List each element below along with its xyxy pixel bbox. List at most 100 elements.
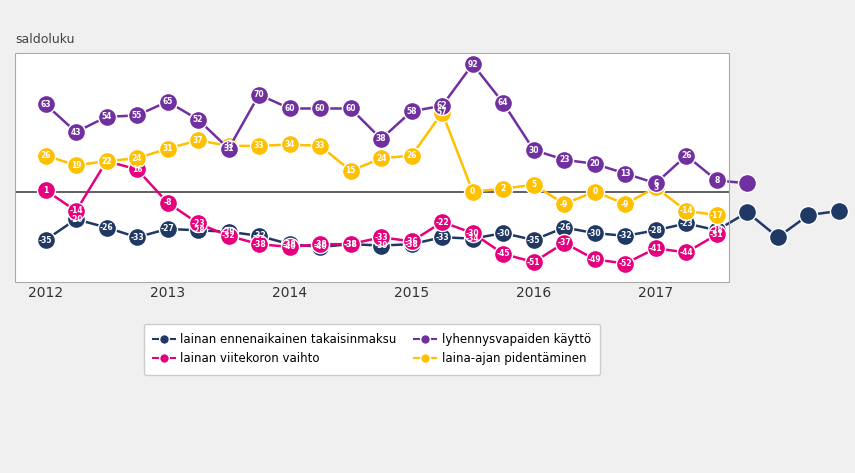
Text: 52: 52 [193, 115, 203, 124]
Text: -20: -20 [69, 215, 83, 224]
Text: 58: 58 [406, 107, 417, 116]
Text: -37: -37 [557, 238, 571, 247]
lainan viitekoron vaihto [162, 200, 173, 205]
lainan ennenaikainen takaisinmaksu [742, 210, 752, 215]
Text: -23: -23 [680, 219, 693, 228]
Text: -17: -17 [0, 472, 1, 473]
lainan viitekoron vaihto [376, 235, 386, 240]
lainan viitekoron vaihto [71, 208, 81, 214]
lainan ennenaikainen takaisinmaksu [834, 208, 844, 214]
Text: 43: 43 [71, 128, 81, 137]
Text: -36: -36 [405, 237, 418, 246]
Text: -51: -51 [527, 258, 540, 267]
lyhennysvapaiden käyttö [407, 108, 417, 114]
lainan viitekoron vaihto [285, 244, 295, 250]
Text: 13: 13 [620, 169, 630, 178]
laina-ajan pidentäminen [40, 153, 50, 158]
lainan ennenaikainen takaisinmaksu [498, 230, 509, 236]
laina-ajan pidentäminen [254, 143, 264, 149]
Text: 0: 0 [470, 187, 475, 196]
lainan ennenaikainen takaisinmaksu [254, 233, 264, 239]
Text: 3: 3 [653, 183, 658, 192]
lainan viitekoron vaihto [223, 233, 233, 239]
lyhennysvapaiden käyttö [193, 117, 203, 123]
lainan ennenaikainen takaisinmaksu [468, 236, 478, 241]
Text: -14: -14 [69, 206, 83, 215]
Text: -9: -9 [621, 200, 629, 209]
lainan ennenaikainen takaisinmaksu [315, 244, 325, 250]
Text: -14: -14 [0, 472, 1, 473]
Text: 20: 20 [589, 159, 600, 168]
lainan ennenaikainen takaisinmaksu [437, 235, 447, 240]
Text: -40: -40 [313, 243, 327, 252]
Text: -28: -28 [192, 226, 205, 235]
Text: 38: 38 [376, 134, 386, 143]
lainan viitekoron vaihto [528, 259, 539, 265]
lainan viitekoron vaihto [681, 250, 692, 255]
Text: 15: 15 [345, 166, 356, 175]
Text: 33: 33 [223, 141, 234, 150]
laina-ajan pidentäminen [681, 208, 692, 214]
Line: lainan viitekoron vaihto: lainan viitekoron vaihto [37, 152, 726, 272]
Text: -45: -45 [497, 249, 510, 258]
laina-ajan pidentäminen [590, 189, 600, 194]
Text: -41: -41 [649, 244, 663, 253]
Text: -26: -26 [557, 223, 571, 232]
Text: saldoluku: saldoluku [15, 33, 74, 46]
Text: -8: -8 [163, 198, 172, 207]
laina-ajan pidentäminen [498, 186, 509, 192]
Text: -34: -34 [466, 234, 480, 243]
Text: 65: 65 [162, 97, 173, 106]
Text: -38: -38 [283, 240, 297, 249]
lainan ennenaikainen takaisinmaksu [102, 225, 112, 230]
lyhennysvapaiden käyttö [528, 147, 539, 153]
lainan ennenaikainen takaisinmaksu [193, 228, 203, 233]
lainan ennenaikainen takaisinmaksu [132, 235, 142, 240]
Text: 55: 55 [132, 111, 142, 120]
Text: 2: 2 [500, 184, 506, 193]
Text: -15: -15 [0, 472, 1, 473]
lainan viitekoron vaihto [559, 240, 569, 245]
laina-ajan pidentäminen [559, 201, 569, 207]
lainan ennenaikainen takaisinmaksu [223, 229, 233, 235]
laina-ajan pidentäminen [620, 201, 630, 207]
Text: -33: -33 [0, 472, 1, 473]
lyhennysvapaiden käyttö [315, 105, 325, 111]
Text: -33: -33 [435, 233, 449, 242]
lyhennysvapaiden käyttö [40, 102, 50, 107]
Text: 37: 37 [192, 136, 203, 145]
lyhennysvapaiden käyttö [681, 153, 692, 158]
laina-ajan pidentäminen [437, 110, 447, 115]
Text: -29: -29 [221, 227, 235, 236]
Text: -23: -23 [192, 219, 205, 228]
Text: -30: -30 [497, 228, 510, 237]
Text: 62: 62 [437, 101, 447, 110]
Text: -27: -27 [161, 224, 174, 234]
Text: -40: -40 [283, 243, 297, 252]
Text: -38: -38 [252, 240, 266, 249]
Text: -35: -35 [38, 236, 52, 245]
Text: 57: 57 [437, 108, 447, 117]
lyhennysvapaiden käyttö [468, 61, 478, 67]
lyhennysvapaiden käyttö [132, 113, 142, 118]
Text: -33: -33 [130, 233, 144, 242]
Line: lyhennysvapaiden käyttö: lyhennysvapaiden käyttö [37, 55, 757, 193]
lyhennysvapaiden käyttö [223, 146, 233, 151]
lyhennysvapaiden käyttö [376, 136, 386, 142]
Text: 70: 70 [254, 90, 264, 99]
lainan ennenaikainen takaisinmaksu [681, 220, 692, 226]
Text: -39: -39 [374, 241, 388, 250]
Text: -26: -26 [100, 223, 114, 232]
Text: 26: 26 [40, 151, 50, 160]
Text: 8: 8 [714, 176, 720, 185]
lainan viitekoron vaihto [254, 241, 264, 247]
Text: -38: -38 [404, 240, 419, 249]
Text: 33: 33 [315, 141, 326, 150]
laina-ajan pidentäminen [162, 146, 173, 151]
Text: 63: 63 [40, 100, 50, 109]
Text: 33: 33 [254, 141, 264, 150]
Text: -9: -9 [560, 200, 569, 209]
Text: 5: 5 [531, 180, 536, 189]
Text: 92: 92 [468, 60, 478, 69]
lainan viitekoron vaihto [468, 230, 478, 236]
